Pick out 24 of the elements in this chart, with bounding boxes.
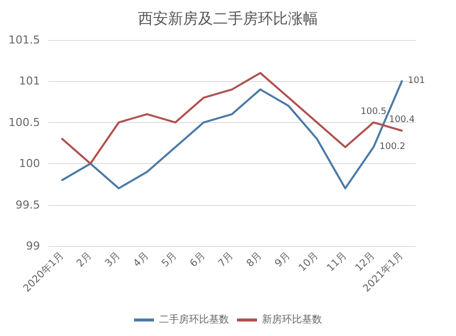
x-tick-label: 9月 [273, 250, 293, 270]
x-tick-label: 2月 [75, 250, 94, 270]
x-tick-label: 7月 [216, 250, 236, 270]
x-tick-label: 4月 [132, 250, 151, 270]
x-tick-label: 10月 [296, 250, 321, 274]
data-label: 100.5 [360, 106, 386, 117]
y-tick-label: 100 [19, 157, 40, 170]
legend-label: 新房环比基数 [262, 314, 322, 326]
y-tick-label: 100.5 [8, 116, 40, 129]
y-tick-label: 101.5 [8, 34, 40, 46]
x-tick-label: 5月 [160, 250, 180, 270]
y-tick-label: 99 [26, 240, 40, 252]
chart-title: 西安新房及二手房环比涨幅 [138, 10, 318, 28]
x-tick-label: 3月 [103, 250, 123, 270]
y-tick-label: 101 [19, 74, 40, 88]
x-tick-label: 11月 [325, 250, 350, 274]
data-label: 100.4 [388, 115, 415, 126]
data-label: 101 [408, 76, 426, 86]
x-tick-label: 12月 [354, 250, 378, 274]
legend-label: 二手房环比基数 [159, 314, 229, 326]
data-label: 100.2 [380, 142, 406, 152]
x-tick-label: 6月 [188, 250, 208, 270]
y-tick-label: 99.5 [16, 198, 40, 212]
x-tick-label: 8月 [244, 250, 264, 270]
